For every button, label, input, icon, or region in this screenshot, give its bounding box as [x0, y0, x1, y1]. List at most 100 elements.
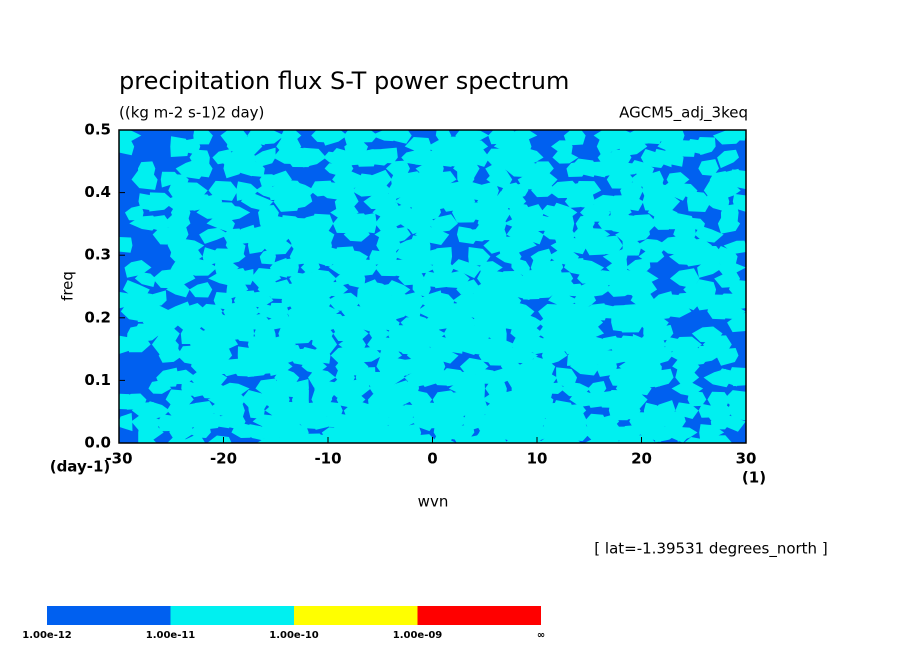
- contour-fill: [350, 130, 378, 143]
- dataset-label: AGCM5_adj_3keq: [619, 104, 748, 123]
- contour-fill: [665, 300, 692, 318]
- contour-fill: [187, 423, 211, 439]
- contour-fill: [539, 382, 565, 394]
- contour-fill: [516, 227, 544, 245]
- contour-fill: [166, 283, 190, 298]
- contour-fill: [124, 205, 144, 221]
- contour-fill: [140, 401, 170, 420]
- contour-fill: [266, 224, 293, 243]
- contour-fill: [384, 302, 411, 321]
- contour-fill: [695, 136, 716, 155]
- x-tick-label: -20: [210, 450, 237, 468]
- y-unit: (day-1): [50, 458, 111, 476]
- contour-fill: [247, 158, 265, 177]
- contour-fill: [328, 257, 354, 275]
- contour-fill: [631, 226, 651, 242]
- contour-fill: [530, 282, 560, 299]
- contour-fill: [233, 323, 255, 342]
- contour-fill: [192, 257, 218, 276]
- contour-fill: [666, 172, 690, 187]
- contour-fill: [674, 292, 703, 311]
- colorbar-label: 1.00e-12: [22, 630, 72, 641]
- contour-fill: [460, 148, 490, 167]
- contour-fill: [119, 135, 135, 156]
- contour-fill: [259, 248, 276, 265]
- contour-fill: [729, 169, 746, 190]
- contour-fill: [468, 247, 491, 266]
- contour-fill: [485, 379, 507, 398]
- contour-fill: [687, 191, 712, 213]
- contour-fill: [207, 435, 232, 443]
- contour-fill: [596, 137, 626, 156]
- contour-fill: [384, 280, 411, 295]
- contour-fill: [727, 312, 746, 333]
- contour-fill: [408, 434, 439, 443]
- contour-fill: [563, 258, 585, 276]
- contour-fill: [189, 157, 213, 178]
- contour-fill: [273, 191, 301, 212]
- contour-fill: [131, 169, 158, 190]
- contour-fill: [548, 290, 579, 306]
- contour-fill: [176, 433, 206, 443]
- contour-fill: [570, 357, 601, 376]
- contour-fill: [148, 379, 172, 394]
- contour-fill: [587, 380, 607, 396]
- contour-fill: [367, 433, 388, 443]
- contour-fill: [276, 257, 299, 277]
- contour-fill: [522, 161, 547, 178]
- contour-fill: [127, 334, 151, 353]
- contour-fill: [697, 258, 724, 278]
- colorbar-label: ∞: [537, 630, 545, 641]
- contour-fill: [353, 346, 383, 363]
- contour-fill: [534, 161, 554, 176]
- contour-fill: [541, 345, 568, 366]
- contour-fill: [138, 436, 157, 443]
- contour-fill: [726, 130, 746, 141]
- x-tick-label: -10: [314, 450, 341, 468]
- contour-fill: [630, 434, 656, 443]
- contour-fill: [717, 149, 739, 169]
- x-tick-label: 20: [631, 450, 652, 468]
- contour-fill: [593, 235, 623, 255]
- contour-fill: [509, 347, 538, 364]
- contour-fill: [490, 435, 508, 443]
- y-tick-label: 0.4: [84, 183, 111, 201]
- contour-fill: [268, 359, 293, 376]
- contour-fill: [343, 269, 366, 289]
- contour-fill: [660, 148, 684, 167]
- y-tick-label: 0.0: [84, 434, 111, 452]
- contour-fill: [703, 435, 733, 443]
- contour-fill: [672, 358, 700, 375]
- contour-fill: [174, 311, 207, 331]
- contour-fill: [198, 303, 223, 322]
- contour-fill: [343, 224, 370, 242]
- contour-fill: [717, 215, 741, 234]
- contour-fill: [302, 147, 327, 168]
- contour-fill: [727, 367, 746, 387]
- contour-fill: [602, 247, 628, 265]
- contour-fill: [119, 412, 133, 432]
- contour-fill: [247, 400, 265, 419]
- y-tick-label: 0.2: [84, 308, 111, 326]
- contour-fill: [515, 313, 543, 329]
- contour-fill: [428, 214, 458, 233]
- y-tick-label: 0.1: [84, 371, 111, 389]
- contour-fill: [448, 302, 474, 319]
- contour-fill: [189, 282, 213, 298]
- x-tick-label: 10: [527, 450, 548, 468]
- contour-fill: [250, 267, 282, 289]
- contour-fill: [369, 326, 392, 340]
- colorbar-box: [170, 606, 294, 625]
- contour-fill: [252, 147, 276, 167]
- contour-fill: [617, 314, 645, 333]
- colorbar-label: 1.00e-09: [393, 630, 443, 641]
- colorbar-label: 1.00e-11: [146, 630, 196, 641]
- contour-fill: [292, 190, 313, 209]
- contour-fill: [158, 346, 183, 363]
- contour-fill: [382, 130, 412, 144]
- contour-fill: [713, 245, 738, 267]
- chart-subtitle: ((kg m-2 s-1)2 day): [119, 104, 264, 122]
- contour-fill: [321, 130, 348, 146]
